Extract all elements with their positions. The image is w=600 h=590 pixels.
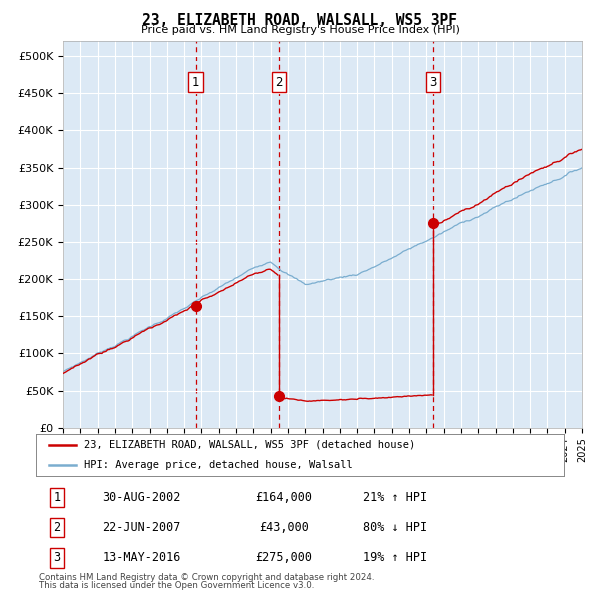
Text: Contains HM Land Registry data © Crown copyright and database right 2024.: Contains HM Land Registry data © Crown c… [39, 572, 374, 582]
Text: £164,000: £164,000 [256, 491, 313, 504]
Text: 21% ↑ HPI: 21% ↑ HPI [363, 491, 427, 504]
Text: 22-JUN-2007: 22-JUN-2007 [103, 521, 181, 534]
Text: £43,000: £43,000 [259, 521, 309, 534]
Text: 3: 3 [53, 551, 61, 564]
Text: HPI: Average price, detached house, Walsall: HPI: Average price, detached house, Wals… [83, 460, 352, 470]
Text: This data is licensed under the Open Government Licence v3.0.: This data is licensed under the Open Gov… [39, 581, 314, 590]
Text: 19% ↑ HPI: 19% ↑ HPI [363, 551, 427, 564]
Text: 13-MAY-2016: 13-MAY-2016 [103, 551, 181, 564]
Text: Price paid vs. HM Land Registry's House Price Index (HPI): Price paid vs. HM Land Registry's House … [140, 25, 460, 35]
Text: 2: 2 [53, 521, 61, 534]
Text: 30-AUG-2002: 30-AUG-2002 [103, 491, 181, 504]
Text: 23, ELIZABETH ROAD, WALSALL, WS5 3PF (detached house): 23, ELIZABETH ROAD, WALSALL, WS5 3PF (de… [83, 440, 415, 450]
Text: 1: 1 [192, 76, 199, 88]
Text: 80% ↓ HPI: 80% ↓ HPI [363, 521, 427, 534]
Text: 1: 1 [53, 491, 61, 504]
Text: 3: 3 [429, 76, 436, 88]
Text: 23, ELIZABETH ROAD, WALSALL, WS5 3PF: 23, ELIZABETH ROAD, WALSALL, WS5 3PF [143, 13, 458, 28]
Text: £275,000: £275,000 [256, 551, 313, 564]
Text: 2: 2 [275, 76, 283, 88]
